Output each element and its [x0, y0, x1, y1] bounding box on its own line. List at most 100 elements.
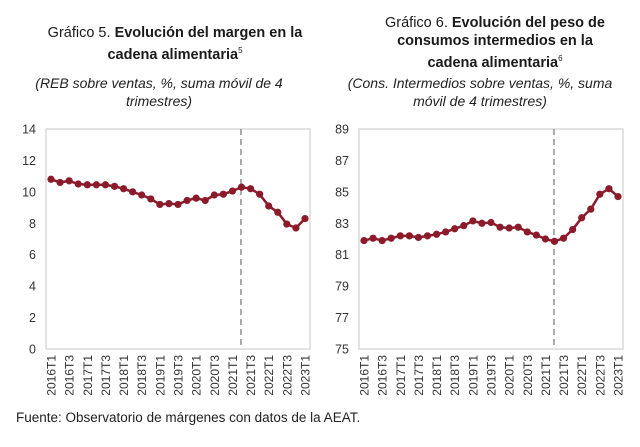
source-note: Fuente: Observatorio de márgenes con dat… [16, 410, 361, 425]
chart2-data-point [405, 232, 413, 240]
chart2-data-point [442, 228, 450, 236]
chart1-data-point [265, 202, 273, 210]
chart1-plot-frame [45, 128, 311, 350]
chart2-xtick-label: 2019T3 [485, 355, 499, 396]
chart2-title-bold-2: consumos intermedios en la [397, 33, 593, 49]
chart1-data-point [147, 195, 155, 203]
chart2-data-point [514, 223, 522, 231]
chart2-data-point [541, 235, 550, 243]
chart2-data-point [569, 225, 577, 234]
chart1-data-point [256, 190, 264, 198]
chart1-xtick-label: 2020T1 [190, 355, 204, 396]
chart1-data-point [56, 178, 64, 187]
chart2-data-point [460, 222, 468, 230]
chart2-data-point [505, 224, 513, 232]
chart2-data-point [587, 205, 595, 213]
chart1-data-point [228, 187, 237, 195]
chart2-data-point [605, 185, 613, 193]
chart1-xtick-label: 2017T3 [99, 355, 113, 396]
chart2-ytick-label: 83 [335, 217, 349, 231]
chart1-title: Gráfico 5. Evolución del margen en la ca… [30, 24, 320, 64]
chart1-data-point [201, 196, 209, 205]
chart2-xtick-label: 2022T1 [575, 355, 589, 396]
chart2-xtick-label: 2021T1 [539, 355, 553, 396]
chart2-data-point [469, 217, 477, 225]
chart2-title-bold-1: Evolución del peso de [451, 15, 605, 31]
chart2-data-point [532, 231, 540, 239]
chart1-data-point [219, 190, 227, 198]
chart2-footnote: 6 [558, 54, 563, 63]
chart2-data-point [432, 230, 441, 238]
chart2-data-point [487, 218, 495, 227]
chart2-data-point [596, 190, 604, 198]
chart1-title-bold-2: cadena alimentaria [107, 47, 239, 63]
chart1-ytick-label: 14 [22, 123, 36, 137]
chart2-ytick-label: 89 [335, 123, 349, 137]
chart1-data-point [119, 185, 128, 193]
chart2-data-point [378, 236, 386, 245]
chart2-xtick-label: 2018T3 [448, 355, 462, 396]
chart1-data-point [237, 183, 246, 191]
chart2-plot-frame [358, 128, 624, 350]
chart1-data-point [129, 188, 137, 196]
chart2-xtick-label: 2016T1 [358, 355, 372, 396]
chart2-data-point [550, 237, 559, 245]
chart1-ytick-label: 4 [29, 280, 36, 294]
chart2-data-point [387, 234, 395, 242]
chart1-data-point [183, 196, 191, 205]
chart2-title-bold-3: cadena alimentaria [427, 55, 559, 71]
chart1-xtick-label: 2022T3 [280, 355, 294, 396]
chart2-xtick-label: 2021T3 [557, 355, 571, 396]
chart2-data-point [578, 214, 586, 222]
chart2-data-point [523, 228, 531, 236]
chart2-data-point [369, 234, 377, 242]
chart1-ytick-label: 8 [29, 217, 36, 231]
chart1-data-point [156, 200, 164, 209]
chart2-xtick-label: 2022T3 [593, 355, 607, 396]
chart1-xtick-label: 2023T1 [299, 355, 313, 396]
chart1-xtick-label: 2016T1 [45, 355, 59, 396]
chart1-data-point [274, 208, 282, 216]
chart2-data-point [478, 219, 486, 227]
chart1-subtitle-line-1: (REB sobre ventas, %, suma móvil de 4 [35, 75, 283, 91]
chart1-data-point [283, 220, 291, 228]
chart1-title-bold-1: Evolución del margen en la [114, 25, 303, 41]
chart1-data-point [292, 224, 300, 232]
chart1-ytick-label: 0 [29, 343, 36, 357]
chart1-data-point [65, 177, 73, 185]
chart1-title-prefix: Gráfico 5. [47, 25, 111, 41]
chart2-data-point [423, 232, 432, 240]
chart2-xtick-label: 2018T1 [430, 355, 444, 396]
chart1-ytick-label: 12 [22, 154, 36, 168]
chart1-xtick-label: 2019T1 [153, 355, 167, 396]
chart2-xtick-label: 2017T1 [394, 355, 408, 396]
chart2-xtick-label: 2020T1 [503, 355, 517, 396]
chart1-data-point [110, 182, 119, 190]
chart1-data-point [165, 200, 173, 208]
chart1-data-point [246, 185, 255, 193]
chart1-xtick-label: 2017T1 [81, 355, 95, 396]
chart2-xtick-label: 2023T1 [612, 355, 626, 396]
chart2-data-point [451, 225, 459, 233]
chart1-data-point [138, 191, 146, 199]
chart1-data-point [101, 181, 110, 189]
chart2-xtick-label: 2017T3 [412, 355, 426, 396]
chart2-ytick-label: 85 [335, 185, 349, 199]
chart2-ytick-label: 77 [335, 311, 349, 325]
chart1-xtick-label: 2021T3 [244, 355, 258, 396]
chart2-xtick-label: 2020T3 [521, 355, 535, 396]
chart2-ytick-label: 79 [335, 280, 349, 294]
chart1-xtick-label: 2020T3 [208, 355, 222, 396]
chart1-xtick-label: 2016T3 [63, 355, 77, 396]
chart2-xtick-label: 2016T3 [376, 355, 390, 396]
chart1-data-point [210, 191, 218, 199]
chart2-data-point [396, 232, 404, 240]
chart1-data-point [92, 181, 100, 189]
chart2-subtitle: (Cons. Intermedios sobre ventas, %, suma… [330, 74, 630, 110]
chart1-data-point [192, 194, 200, 202]
chart2-ytick-label: 87 [335, 154, 349, 168]
chart1-data-point [174, 200, 182, 209]
chart1-ytick-label: 2 [29, 311, 36, 325]
chart2-ytick-label: 81 [335, 248, 349, 262]
chart2-data-point [360, 236, 368, 245]
